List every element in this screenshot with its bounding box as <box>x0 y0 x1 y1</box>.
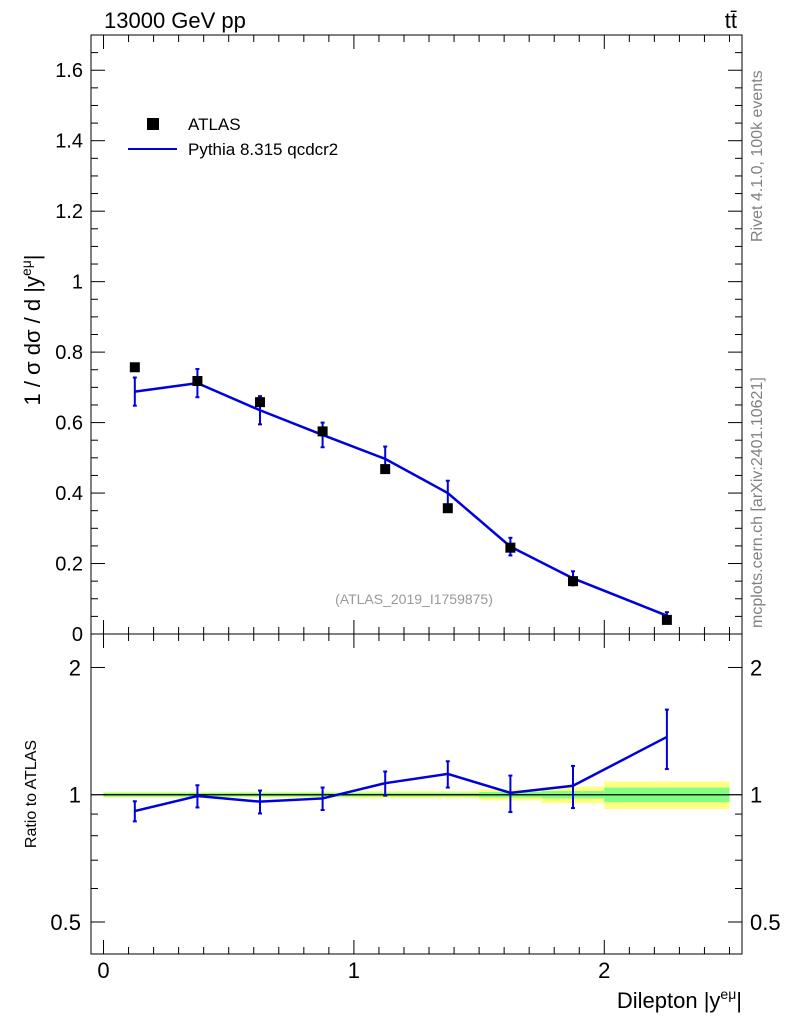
mcplots-label: mcplots.cern.ch [arXiv:2401.10621] <box>749 377 766 628</box>
ratio-y-tick-label: 0.5 <box>50 910 81 935</box>
main-y-tick-label: 1.4 <box>55 131 83 153</box>
ratio-y-tick-label: 2 <box>69 655 81 680</box>
main-y-tick-label: 1.2 <box>55 201 83 223</box>
legend-atlas-label: ATLAS <box>188 115 241 134</box>
main-y-axis-label: 1 / σ dσ / d |yeμ| <box>18 254 45 405</box>
rivet-version-label: Rivet 4.1.0, 100k events <box>749 70 766 242</box>
ratio-ticks: 0.5 0.5 1 1 2 2 0 1 2 <box>50 634 781 983</box>
main-panel: 0.2 0.4 0.6 0.8 1 1.2 1.4 1.6 0 1 / σ dσ / d |ye… <box>18 34 743 646</box>
x-axis-label: Dilepton |yeμ| <box>617 986 742 1013</box>
x-tick-label: 1 <box>348 958 360 983</box>
ratio-uncertainty-band <box>91 781 742 810</box>
atlas-data-point <box>192 376 203 387</box>
main-y-tick-label: 0.6 <box>55 413 83 435</box>
energy-label: 13000 GeV pp <box>104 8 246 33</box>
analysis-id-label: (ATLAS_2019_I1759875) <box>335 591 493 607</box>
x-tick-label: 2 <box>598 958 610 983</box>
ratio-series-line <box>134 735 668 813</box>
main-y-tick-label: 0.8 <box>55 342 83 364</box>
main-y-tick-label: 0.2 <box>55 554 83 576</box>
main-y-tick-label: 1.6 <box>55 60 83 82</box>
main-y-tick-label: 0.4 <box>55 483 83 505</box>
atlas-data-point <box>317 426 328 437</box>
atlas-data-point <box>505 542 516 553</box>
atlas-data-point <box>255 397 266 408</box>
process-label: tt̄ <box>725 8 737 33</box>
ratio-frame <box>90 633 743 955</box>
atlas-data-point <box>380 464 391 475</box>
ratio-y-tick-label: 1 <box>69 783 81 808</box>
ratio-y-tick-label-right: 0.5 <box>750 910 781 935</box>
main-y-tick-label: 1 <box>72 272 83 294</box>
ratio-y-tick-label-right: 2 <box>750 655 762 680</box>
legend: ATLAS Pythia 8.315 qcdcr2 <box>128 115 338 159</box>
main-ticks: 0.2 0.4 0.6 0.8 1 1.2 1.4 1.6 0 <box>55 35 742 646</box>
mc-series-line <box>134 381 668 617</box>
atlas-data-point <box>661 614 672 625</box>
ratio-y-tick-label-right: 1 <box>750 783 762 808</box>
ratio-series <box>132 708 669 823</box>
atlas-data-point <box>442 503 453 514</box>
ratio-panel: 0.5 0.5 1 1 2 2 0 1 2 Ratio to ATLAS Dilepton |y… <box>23 633 781 1013</box>
atlas-data-point <box>567 576 578 587</box>
atlas-data-point <box>129 362 140 373</box>
legend-atlas-marker <box>147 118 159 130</box>
x-tick-label: 0 <box>97 958 109 983</box>
main-y-zero-label: 0 <box>72 624 83 646</box>
main-series <box>129 362 672 625</box>
ratio-y-axis-label: Ratio to ATLAS <box>23 740 40 848</box>
legend-pythia-label: Pythia 8.315 qcdcr2 <box>188 140 338 159</box>
